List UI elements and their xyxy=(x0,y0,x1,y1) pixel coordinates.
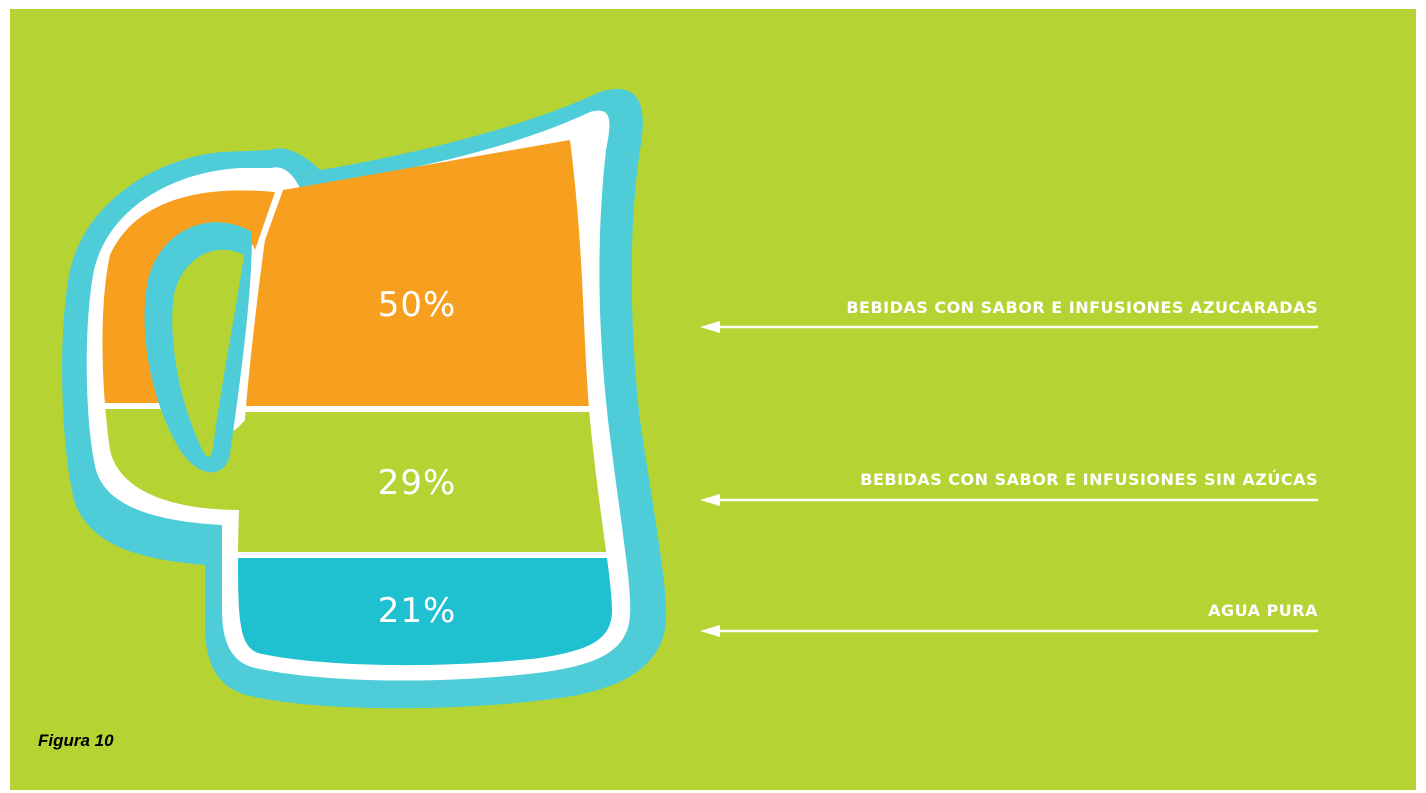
value-label: 29% xyxy=(378,463,457,503)
figure-caption: Figura 10 xyxy=(38,731,114,750)
pitcher-segment xyxy=(238,412,612,552)
arrow-3 xyxy=(700,625,1318,637)
arrow-2 xyxy=(700,494,1318,506)
value-label: 50% xyxy=(378,285,457,325)
arrow-1 xyxy=(700,321,1318,333)
pitcher-body xyxy=(238,140,612,666)
value-label: 21% xyxy=(378,591,457,631)
segment-divider xyxy=(238,406,612,412)
legend-label-sugar-free: BEBIDAS CON SABOR E INFUSIONES SIN AZÚCA… xyxy=(860,470,1318,489)
legend-label-water: AGUA PURA xyxy=(1208,601,1318,620)
segment-divider xyxy=(238,552,612,558)
legend-label-sugared: BEBIDAS CON SABOR E INFUSIONES AZUCARADA… xyxy=(846,298,1318,317)
handle-hole xyxy=(172,249,244,457)
pitcher-segment xyxy=(238,558,612,666)
